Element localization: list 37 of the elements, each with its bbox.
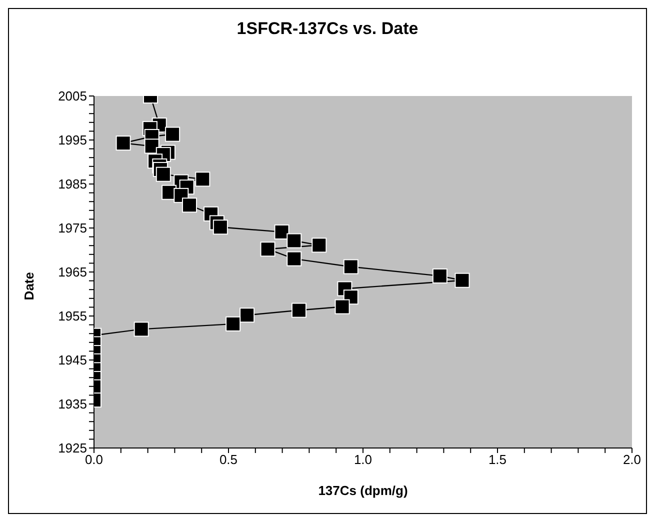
point	[291, 302, 306, 318]
point	[116, 136, 131, 151]
point	[432, 268, 448, 284]
x-tick-label: 1.0	[354, 452, 372, 468]
point	[134, 322, 149, 337]
y-tick-label: 1985	[58, 176, 87, 192]
x-tick-label: 0.0	[84, 452, 104, 468]
y-tick-label: 2005	[58, 88, 87, 104]
y-tick-label: 1965	[58, 264, 87, 280]
point	[226, 316, 241, 332]
y-tick-label: 1945	[58, 352, 87, 368]
point	[334, 299, 350, 314]
x-tick-label: 0.5	[219, 452, 238, 468]
y-tick-label: 1975	[58, 220, 87, 236]
point	[274, 224, 290, 240]
x-axis-title: 137Cs (dpm/g)	[318, 483, 408, 498]
point	[312, 238, 327, 253]
y-tick-label: 1995	[58, 132, 87, 148]
point	[182, 198, 197, 213]
point	[454, 272, 470, 288]
point	[240, 308, 255, 323]
point	[212, 220, 228, 235]
point	[195, 172, 210, 187]
point	[260, 242, 276, 257]
y-tick-label: 1955	[58, 308, 87, 324]
point	[286, 251, 302, 266]
point	[144, 138, 160, 154]
x-tick-label: 2.0	[622, 452, 642, 468]
y-tick-label: 1925	[58, 440, 87, 456]
x-tick-label: 1.5	[488, 452, 507, 468]
point	[165, 126, 180, 142]
point	[286, 233, 302, 248]
point	[156, 166, 171, 182]
y-axis-title: Date	[22, 272, 37, 300]
y-tick-label: 1935	[58, 396, 87, 412]
chart-title: 1SFCR-137Cs vs. Date	[236, 19, 420, 39]
point	[343, 259, 358, 274]
